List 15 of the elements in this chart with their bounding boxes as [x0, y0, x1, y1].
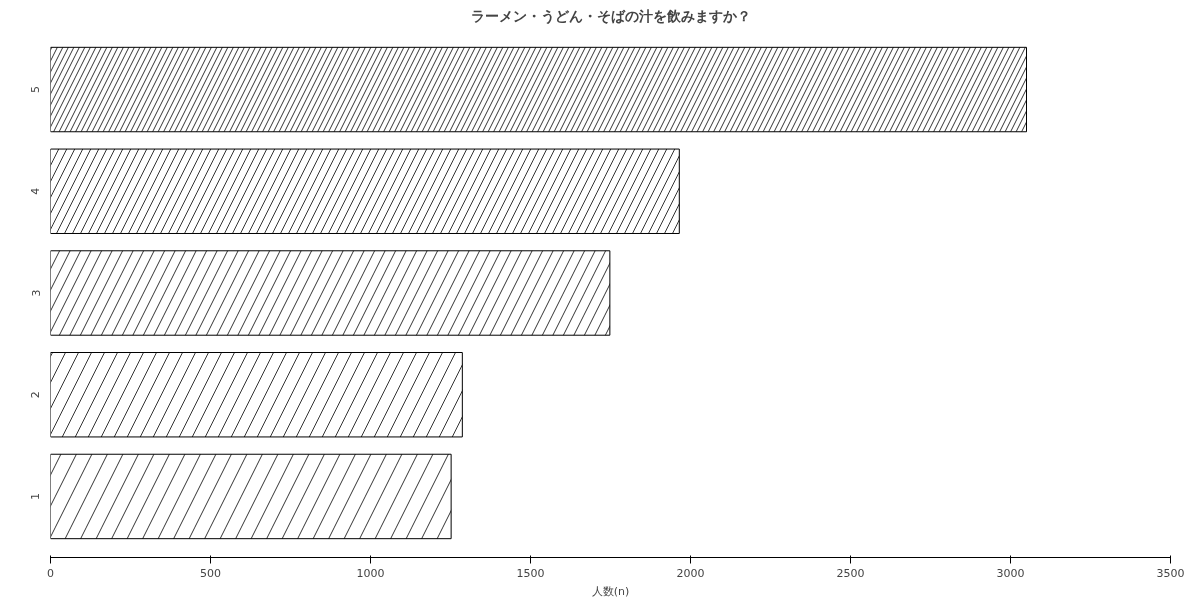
x-tick-label: 2000 — [676, 566, 705, 580]
x-tick-label: 2500 — [836, 566, 865, 580]
x-tick-label: 0 — [47, 566, 54, 580]
y-tick-label: 5 — [29, 86, 43, 94]
x-tick-label: 500 — [200, 566, 221, 580]
x-tick-label: 3000 — [996, 566, 1025, 580]
x-tick-label: 1000 — [356, 566, 385, 580]
chart-title: ラーメン・うどん・そばの汁を飲みますか？ — [470, 7, 751, 25]
y-tick-label: 3 — [29, 289, 43, 297]
x-axis-title: 人数(n) — [591, 584, 630, 598]
y-tick-label: 4 — [29, 187, 43, 195]
y-tick-label: 2 — [29, 391, 43, 399]
y-tick-label: 1 — [29, 492, 43, 500]
x-tick-label: 1500 — [516, 566, 545, 580]
x-tick-label: 3500 — [1156, 566, 1185, 580]
